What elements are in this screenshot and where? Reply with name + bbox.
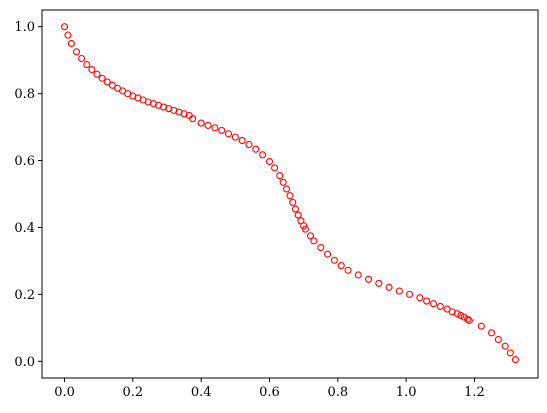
y-tick-label: 1.0 [14,20,35,35]
point [465,316,473,325]
point [365,275,373,283]
point [88,65,96,74]
point [501,342,509,350]
point [330,256,338,264]
point [477,322,485,330]
point [354,271,362,279]
point [453,310,461,318]
point [259,151,267,159]
point [103,78,111,86]
point [294,211,302,219]
point [231,133,239,141]
point [283,185,291,193]
x-tick-label: 0.4 [191,385,212,400]
point [423,297,431,305]
x-tick-label: 0.0 [54,385,75,400]
point [64,31,72,39]
y-tick-label: 0.4 [14,221,35,236]
point [429,300,438,308]
point [218,126,226,134]
point [375,279,383,287]
x-tick-label: 1.0 [396,385,417,400]
point [211,124,219,132]
point [271,164,279,172]
point [395,287,403,295]
point [252,145,260,153]
point [60,23,69,31]
point [436,302,444,310]
point [324,250,332,258]
point [238,136,246,145]
point [265,157,274,166]
point [301,225,309,233]
point [279,178,287,186]
point [93,70,101,78]
point [385,283,393,291]
point [197,119,205,127]
point [204,121,212,129]
y-tick-label: 0.6 [14,154,35,169]
point [108,81,116,89]
x-tick-label: 0.6 [259,385,280,400]
y-tick-label: 0.2 [14,288,35,303]
point [487,329,496,337]
point [457,311,465,319]
point [310,237,318,245]
point [67,39,75,48]
point [494,335,502,344]
point [511,356,520,364]
point [460,313,468,321]
point [276,172,284,180]
point [291,205,300,213]
y-tick-label: 0.0 [14,355,35,370]
point [289,198,297,206]
point [406,290,414,298]
point [317,243,325,252]
point [78,54,86,63]
x-tick-label: 0.2 [123,385,144,400]
point [83,60,91,69]
point [286,192,294,200]
point [72,48,81,56]
point [300,222,308,230]
x-tick-label: 0.8 [327,385,348,400]
point [306,232,315,240]
point [416,294,424,302]
point [189,115,197,123]
point [464,315,472,323]
point [337,262,345,270]
point [344,266,352,274]
point [224,130,233,138]
y-tick-label: 0.8 [14,87,35,102]
point [506,349,514,357]
point [245,140,253,149]
point [98,74,106,82]
x-tick-label: 1.2 [464,385,485,400]
axes-frame [41,9,539,379]
